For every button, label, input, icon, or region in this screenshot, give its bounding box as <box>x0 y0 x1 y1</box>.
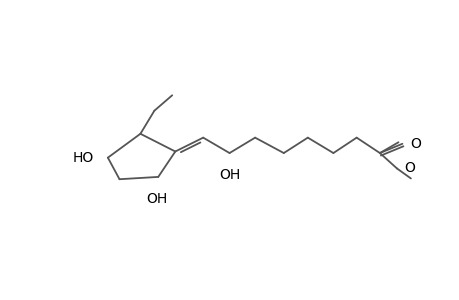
Text: O: O <box>404 161 414 176</box>
Text: O: O <box>409 137 420 151</box>
Text: OH: OH <box>146 192 167 206</box>
Text: OH: OH <box>218 168 240 182</box>
Text: HO: HO <box>73 151 94 165</box>
